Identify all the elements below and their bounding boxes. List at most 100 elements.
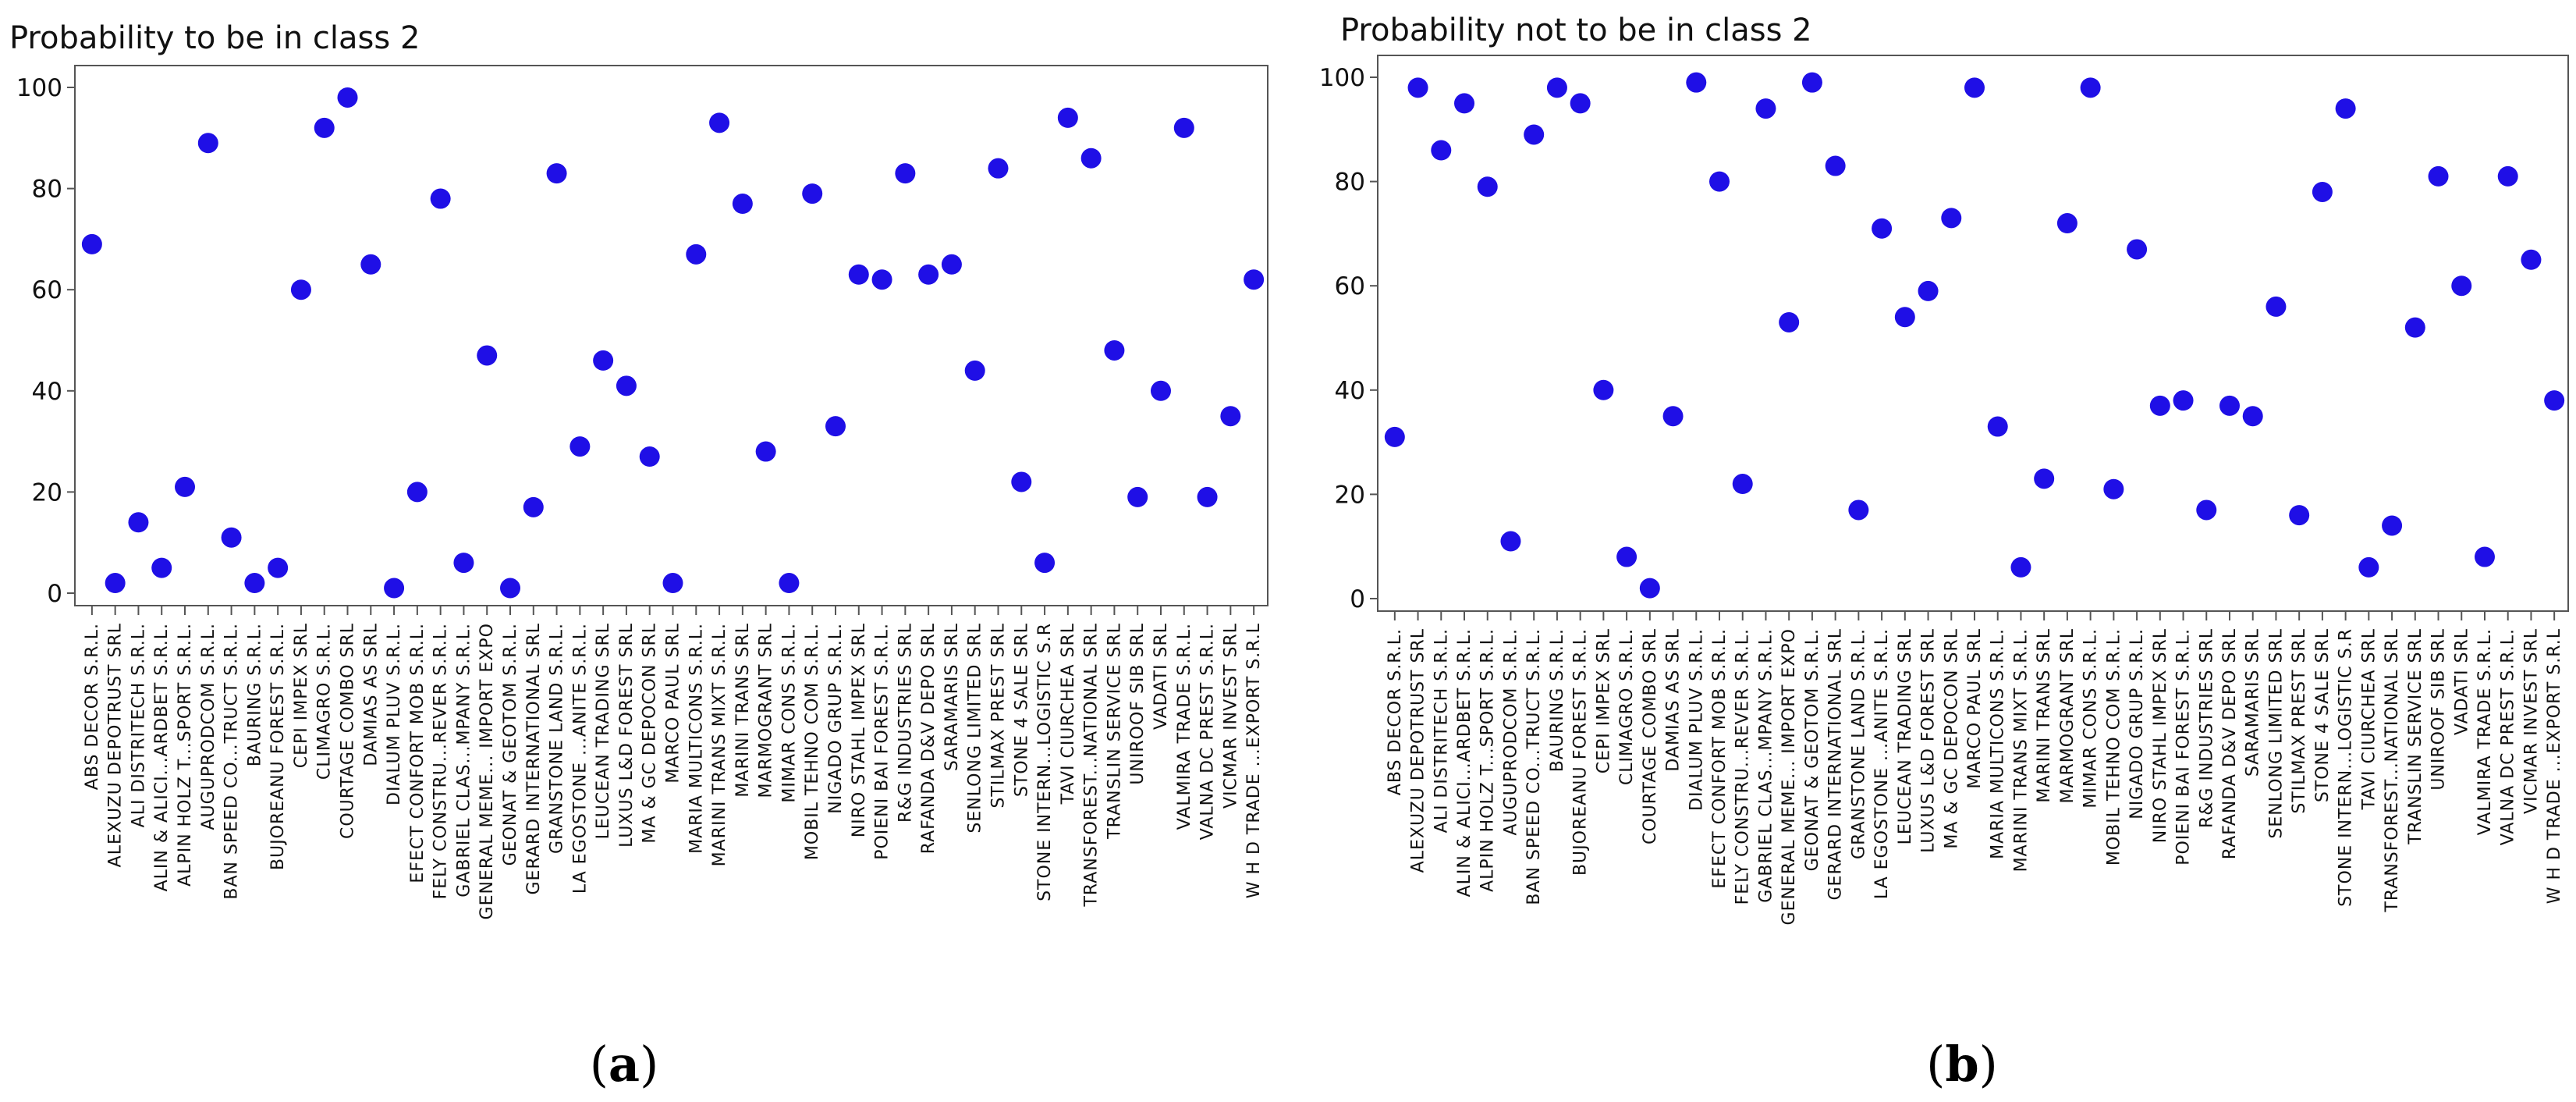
data-point [2127,239,2148,260]
data-point [895,163,916,184]
data-point [732,194,753,215]
x-tick-label: SENLONG LIMITED SRL [2266,628,2286,839]
x-tick-label: BAURING S.R.L. [245,623,264,766]
x-tick-label: NIRO STAHL IMPEX SRL [850,623,869,837]
data-point [1150,380,1171,401]
x-tick-label: VADATI SRL [2452,628,2471,735]
chart-title: Probability to be in class 2 [9,20,420,56]
data-point [1662,406,1684,427]
x-tick-label: MOBIL TEHNO COM S.R.L. [2104,628,2124,866]
plot-frame [1377,55,2569,612]
data-point [314,117,335,138]
data-point [1987,416,2008,437]
data-point [1918,280,1939,301]
data-point [988,158,1009,179]
x-tick-label: GABRIEL CLAS...MPANY S.R.L. [454,623,474,898]
data-point [2056,213,2077,234]
x-tick-label: MARINI TRANS SRL [733,623,753,798]
x-tick-label: MA & GC DEPOCON SRL [640,623,660,844]
data-point [871,269,892,290]
x-tick-label: R&G INDUSTRIES SRL [896,623,915,823]
x-tick-label: VALNA DC PREST S.R.L. [1198,623,1218,840]
data-point [2521,249,2542,270]
x-tick-label: GRANSTONE LAND S.R.L. [1849,628,1868,859]
data-point [1732,474,1753,495]
x-tick-label: MARINI TRANS SRL [2035,628,2054,803]
x-tick-label: MOBIL TEHNO COM S.R.L. [803,623,822,860]
x-tick-label: DIALUM PLUV S.R.L. [385,623,404,805]
data-point [244,573,265,594]
data-point [2196,499,2217,521]
x-tick-label: ALI DISTRITECH S.R.L. [1432,628,1451,833]
x-tick-label: MA & GC DEPOCON SRL [1942,628,1961,849]
x-tick-label: GEONAT & GEOTOM S.R.L. [501,623,520,866]
x-tick-label: MARMOGRANT SRL [757,623,776,798]
data-point [500,578,521,599]
x-tick-label: LUXUS L&D FOREST SRL [1919,628,1939,853]
x-tick-label: FELY CONSTRU...REVER S.R.L. [1733,628,1753,905]
data-point [1407,77,1428,98]
x-tick-label: ALI DISTRITECH S.R.L. [129,623,148,827]
data-point [290,279,311,300]
data-point [477,345,498,366]
data-point [2335,98,2356,119]
data-point [523,496,544,517]
data-point [2474,546,2495,567]
y-tick-label: 0 [1350,585,1365,613]
data-point [2544,390,2565,411]
chart-panel-a: Probability to be in class 2 0 20 40 60 80 100… [9,20,1268,1093]
x-tick-label: CLIMAGRO S.R.L. [1617,628,1637,785]
x-tick-label: BAN SPEED CO...TRUCT S.R.L. [1524,628,1544,905]
x-tick-label: GENERAL MEME... IMPORT EXPO [1779,628,1799,925]
data-point [569,436,591,457]
x-tick-label: VICMAR INVEST SRL [1221,623,1240,809]
y-tick-label: 40 [1335,377,1365,405]
data-point [2010,556,2031,578]
data-point [1964,77,1985,98]
x-tick-label: MARIA MULTICONS S.R.L. [1989,628,2008,859]
data-point [1477,176,1498,197]
data-point [593,350,614,371]
x-tick-label: VADATI SRL [1151,623,1171,730]
x-tick-label: GENERAL MEME... IMPORT EXPO [477,623,497,919]
data-point [1941,208,1962,229]
data-point [1057,107,1078,128]
data-point [546,163,567,184]
data-point [2103,478,2124,499]
data-point [268,557,289,578]
y-tick-label: 40 [32,378,62,406]
x-tick-label: TRANSLIN SERVICE SRL [2406,628,2425,845]
data-point [2497,165,2518,187]
plot-frame [74,65,1268,606]
x-tick-label: ABS DECOR S.R.L. [83,623,102,790]
data-point [2451,276,2472,297]
data-point [197,133,218,154]
x-tick-label: CEPI IMPEX SRL [1594,628,1613,773]
data-point [2080,77,2101,98]
y-tick-label: 60 [32,276,62,304]
data-point [2289,505,2310,526]
x-tick-label: AUGUPRODCOM S.R.L. [1501,628,1520,835]
x-tick-label: GRANSTONE LAND S.R.L. [548,623,567,854]
data-point [1011,471,1032,492]
data-point [1593,379,1614,400]
x-tick-label: VALNA DC PREST S.R.L. [2499,628,2518,845]
data-point [1104,339,1125,361]
x-tick-label: MARIA MULTICONS S.R.L. [687,623,706,854]
x-tick-label: ALPIN HOLZ T...SPORT S.R.L. [1478,628,1498,892]
x-tick-label: ALPIN HOLZ T...SPORT S.R.L. [176,623,195,887]
data-point [1524,124,1545,145]
x-tick-label: LA EGOSTONE ...ANITE S.R.L. [570,623,590,894]
x-tick-label: ALIN & ALICI...ARDBET S.R.L. [152,623,172,891]
x-tick-label: DAMIAS AS SRL [1664,628,1684,772]
data-point [709,112,730,133]
data-point [2219,395,2240,416]
chart-panel-b: Probability not to be in class 2 0 20 40 60 8… [1319,12,2569,1093]
x-tick-label: VICMAR INVEST SRL [2521,628,2541,814]
data-point [2149,395,2170,416]
data-point [81,233,102,254]
data-point [779,573,800,594]
x-tick-label: TAVI CIURCHEA SRL [2359,628,2379,810]
data-point [1500,531,1521,552]
panel-label: (b) [1926,1036,1998,1093]
